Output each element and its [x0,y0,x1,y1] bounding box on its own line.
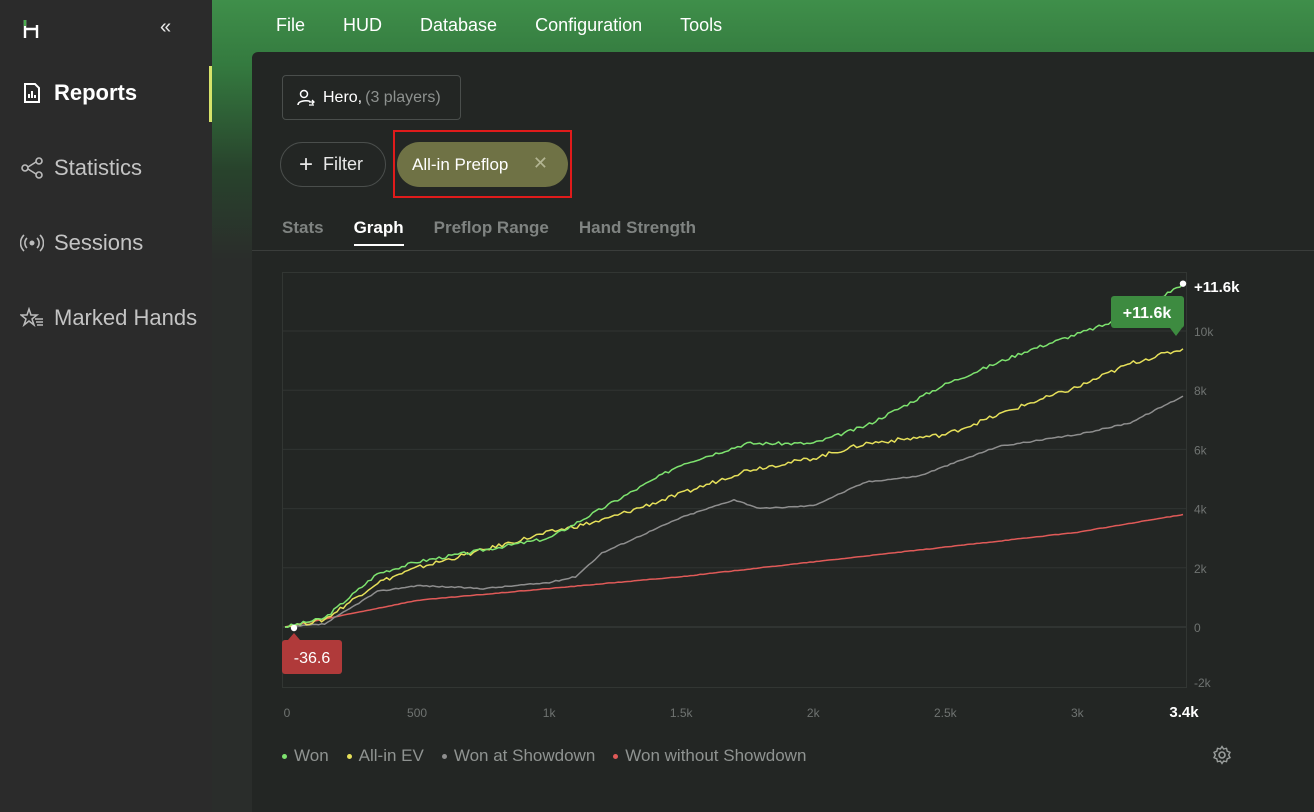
tab-hand-strength[interactable]: Hand Strength [578,218,696,237]
report-tabs: Stats Graph Preflop Range Hand Strength [282,218,726,246]
filter-label: Filter [323,154,364,174]
menu-hud[interactable]: HUD [343,14,383,35]
plus-icon: + [299,150,314,178]
legend-dot [441,753,447,759]
add-filter-button[interactable]: + Filter [280,142,386,187]
filter-chip-label: All-in Preflop [412,154,509,174]
share-nodes-icon [20,156,44,180]
graph-frame [282,272,1187,688]
sidebar-item-label: Marked Hands [54,305,198,330]
sidebar-item-marked-hands[interactable]: Marked Hands [0,293,212,343]
sidebar-item-statistics[interactable]: Statistics [0,143,212,193]
legend-dot [282,753,287,759]
sidebar: « Reports Statistics Sessions Marked Han… [0,0,212,812]
legend-label: Won without Showdown [625,746,807,765]
legend-won-at-showdown[interactable]: Won at Showdown [441,746,596,766]
highlight-box [393,130,572,198]
legend-label: Won at Showdown [453,746,596,765]
menu-bar: File HUD Database Configuration Tools [212,0,722,50]
player-count: (3 players) [365,88,441,106]
sidebar-item-sessions[interactable]: Sessions [0,218,212,268]
sidebar-item-label: Sessions [54,230,144,255]
chart-legend: Won All-in EV Won at Showdown Won withou… [282,746,824,766]
legend-label: Won [294,746,329,765]
user-switch-icon [297,89,315,107]
legend-won-without-showdown[interactable]: Won without Showdown [613,746,806,766]
broadcast-icon [20,231,44,255]
menu-file[interactable]: File [276,14,306,35]
legend-all-in-ev[interactable]: All-in EV [346,746,424,766]
legend-dot [613,753,619,759]
player-name: Hero, [323,88,363,106]
player-selector-button[interactable]: Hero, (3 players) [282,75,461,120]
tab-divider [252,250,1314,251]
menu-tools[interactable]: Tools [680,14,723,35]
sidebar-item-label: Reports [54,80,138,105]
report-icon [20,81,44,105]
sidebar-item-reports[interactable]: Reports [0,66,212,122]
legend-won[interactable]: Won [282,746,329,766]
tab-graph[interactable]: Graph [353,218,404,246]
legend-dot [346,753,352,759]
sidebar-item-label: Statistics [54,155,143,180]
tab-stats[interactable]: Stats [282,218,324,237]
gear-icon[interactable] [1212,745,1232,765]
collapse-sidebar-icon[interactable]: « [160,16,172,38]
filter-chip-all-in-preflop[interactable]: All-in Preflop ✕ [397,142,568,187]
star-list-icon [20,306,44,330]
close-icon[interactable]: ✕ [532,153,548,173]
legend-label: All-in EV [358,746,424,765]
tab-preflop-range[interactable]: Preflop Range [433,218,549,237]
app-logo [23,20,39,38]
menu-configuration[interactable]: Configuration [535,14,643,35]
menu-database[interactable]: Database [420,14,498,35]
